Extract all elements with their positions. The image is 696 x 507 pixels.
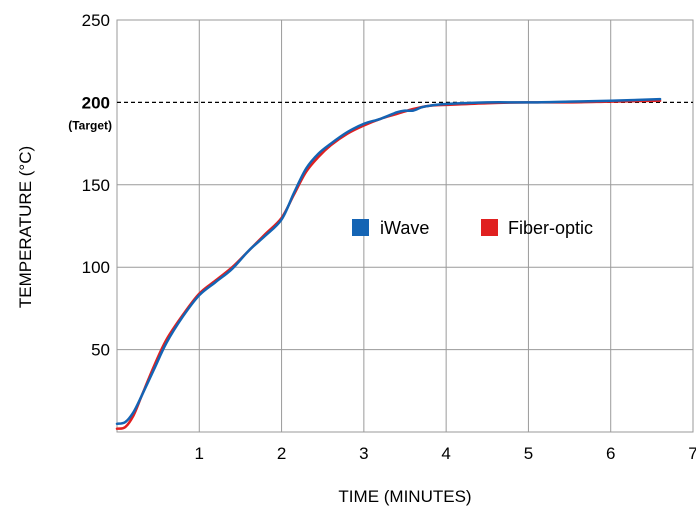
x-tick-label: 3 xyxy=(359,444,368,463)
legend-swatch-fiber-optic xyxy=(481,219,498,236)
grid-lines xyxy=(116,19,694,433)
series-line-iwave xyxy=(115,97,662,426)
target-note: (Target) xyxy=(68,118,112,132)
x-axis-title: TIME (MINUTES) xyxy=(338,487,471,506)
legend-label-iwave: iWave xyxy=(380,218,429,238)
y-tick-label: 100 xyxy=(82,258,110,277)
x-tick-label: 5 xyxy=(524,444,533,463)
x-tick-label: 7 xyxy=(688,444,696,463)
y-axis-title: TEMPERATURE (°C) xyxy=(16,146,35,308)
plot-frame xyxy=(116,19,694,433)
x-tick-label: 4 xyxy=(441,444,450,463)
series-line-fiber-optic xyxy=(115,99,662,430)
legend: iWave Fiber-optic xyxy=(352,218,593,238)
y-tick-label-target: 200 xyxy=(82,93,110,112)
tick-labels: 1 2 3 4 5 6 7 50 100 150 200 (Target) 250 xyxy=(68,11,696,463)
x-tick-label: 6 xyxy=(606,444,615,463)
x-tick-label: 1 xyxy=(195,444,204,463)
legend-label-fiber-optic: Fiber-optic xyxy=(508,218,593,238)
series-lines xyxy=(115,97,662,430)
y-tick-label: 150 xyxy=(82,176,110,195)
y-tick-label: 50 xyxy=(91,341,110,360)
y-tick-label: 250 xyxy=(82,11,110,30)
legend-swatch-iwave xyxy=(352,219,369,236)
x-tick-label: 2 xyxy=(277,444,286,463)
